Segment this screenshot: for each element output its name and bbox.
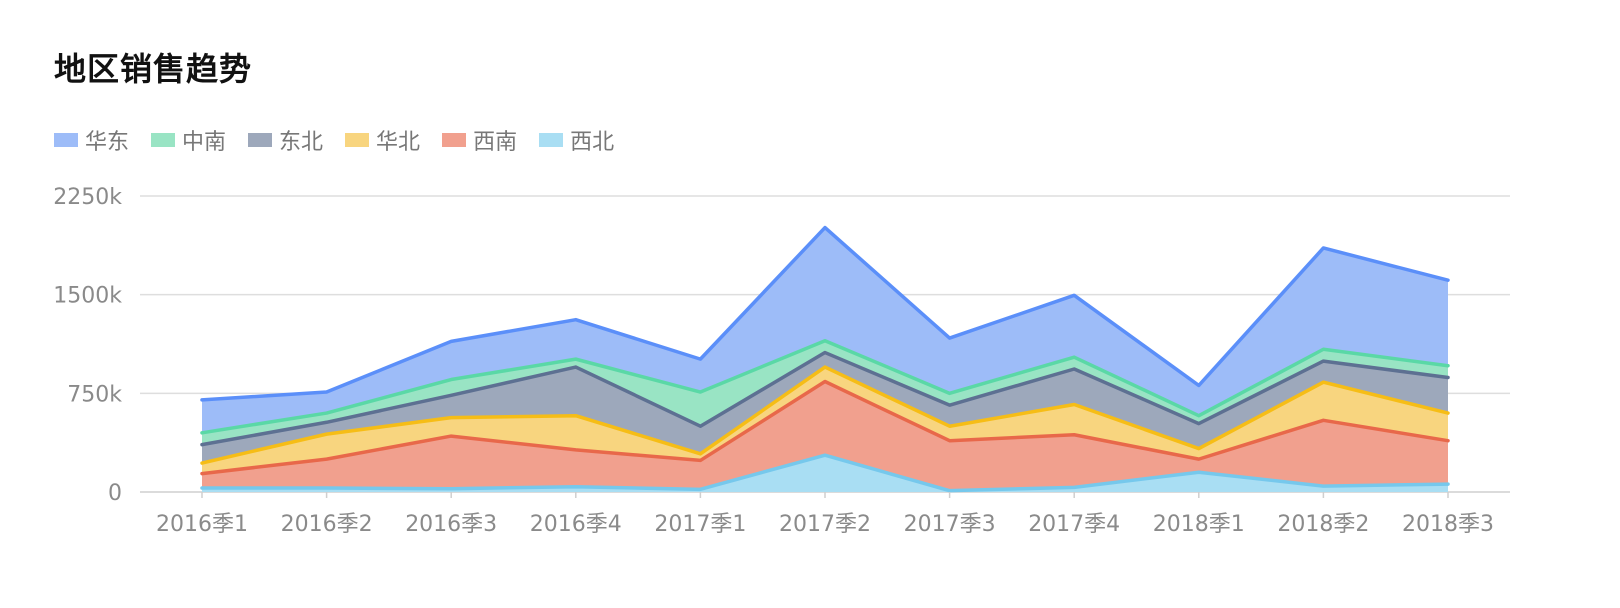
x-tick-label: 2016季2 [281, 512, 373, 537]
y-tick-label: 1500k [53, 284, 122, 309]
x-tick-label: 2018季1 [1153, 512, 1245, 537]
x-tick-label: 2016季4 [530, 512, 622, 537]
legend-swatch [345, 133, 370, 147]
legend-item-zhongnan[interactable]: 中南 [151, 124, 226, 156]
chart-title: 地区销售趋势 [54, 50, 253, 88]
y-tick-label: 0 [108, 481, 122, 506]
legend-swatch [539, 133, 564, 147]
legend-label: 西南 [473, 130, 518, 155]
legend-label: 华北 [376, 130, 421, 155]
x-tick-label: 2016季1 [156, 512, 248, 537]
x-tick-label: 2018季3 [1402, 512, 1494, 537]
area-西北 [202, 455, 1448, 492]
legend-item-dongbei[interactable]: 东北 [248, 124, 323, 156]
legend-item-huabei[interactable]: 华北 [345, 124, 420, 156]
line-西北 [200, 453, 1450, 493]
legend-swatch [54, 133, 78, 147]
legend-swatch [442, 133, 467, 147]
x-tick-label: 2018季2 [1277, 512, 1369, 537]
x-tick-label: 2016季3 [405, 512, 497, 537]
area-东北 [202, 352, 1448, 464]
y-tick-label: 750k [67, 382, 122, 407]
line-华北 [200, 365, 1450, 465]
line-东北 [200, 350, 1450, 447]
line-华东 [200, 225, 1450, 402]
legend: 华东 中南 东北 华北 西南 西北 [54, 124, 636, 156]
area-华东 [202, 227, 1448, 433]
x-tick-label: 2017季2 [779, 512, 871, 537]
area-西南 [202, 381, 1448, 491]
x-tick-label: 2017季4 [1028, 512, 1120, 537]
legend-label: 华东 [85, 130, 130, 155]
legend-swatch [151, 133, 176, 147]
legend-swatch [248, 133, 273, 147]
legend-item-xibei[interactable]: 西北 [539, 124, 614, 156]
legend-item-huadong[interactable]: 华东 [54, 124, 129, 156]
x-tick-label: 2017季3 [904, 512, 996, 537]
line-中南 [200, 338, 1450, 435]
legend-item-xinan[interactable]: 西南 [442, 124, 517, 156]
legend-label: 西北 [570, 130, 615, 155]
y-tick-label: 2250k [53, 185, 122, 210]
x-tick-label: 2017季1 [654, 512, 746, 537]
legend-label: 中南 [182, 130, 227, 155]
legend-label: 东北 [279, 130, 324, 155]
line-西南 [200, 379, 1450, 476]
